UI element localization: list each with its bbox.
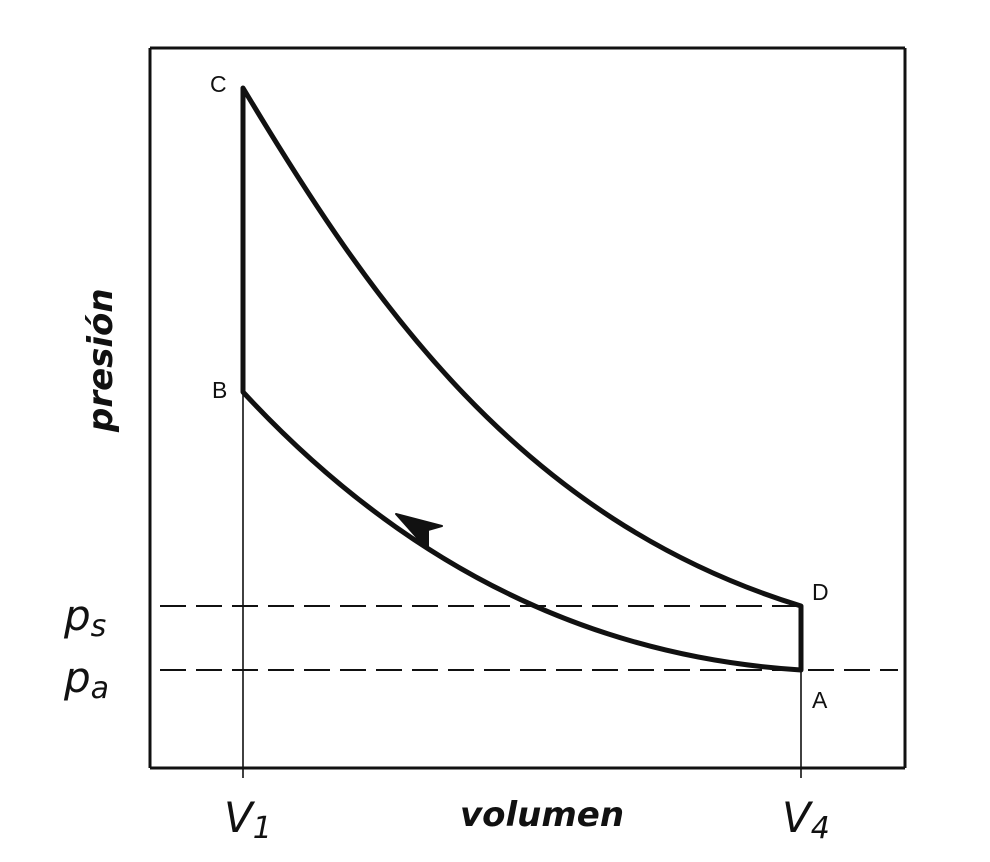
compression-curve <box>240 389 804 673</box>
pa-mark: pa <box>63 653 109 706</box>
point-label-c: C <box>210 71 227 97</box>
pa-sub: a <box>91 671 109 706</box>
v4-mark: V4 <box>782 793 830 846</box>
v1-mark: V1 <box>224 793 272 846</box>
point-label-b: B <box>212 377 227 403</box>
direction-arrow-icon <box>395 513 443 551</box>
x-axis-label: volumen <box>460 795 624 835</box>
v1-sub: 1 <box>253 811 272 846</box>
point-label-a: A <box>812 687 828 713</box>
ps-mark: ps <box>63 591 106 644</box>
ps-sub: s <box>91 609 107 644</box>
expansion-curve <box>240 85 804 609</box>
point-label-d: D <box>812 579 829 605</box>
y-axis-label: presión <box>81 288 121 433</box>
v4-sub: 4 <box>811 811 830 846</box>
v4-base: V <box>782 793 814 842</box>
ps-base: p <box>63 591 91 640</box>
pa-base: p <box>63 653 91 702</box>
v1-base: V <box>224 793 256 842</box>
